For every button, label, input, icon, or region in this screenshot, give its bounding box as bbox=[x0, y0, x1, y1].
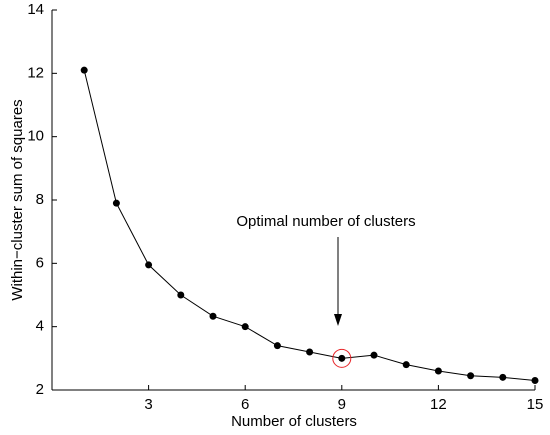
point bbox=[338, 354, 346, 362]
y-tick-label: 2 bbox=[36, 381, 44, 398]
x-tick-label: 6 bbox=[241, 396, 249, 413]
point bbox=[80, 66, 88, 74]
point bbox=[273, 342, 281, 350]
point bbox=[467, 372, 475, 380]
point bbox=[402, 361, 410, 369]
x-tick-label: 15 bbox=[527, 396, 544, 413]
point bbox=[499, 373, 507, 381]
x-tick-label: 9 bbox=[338, 396, 346, 413]
annotation-arrowhead bbox=[334, 314, 342, 326]
highlight-circle bbox=[332, 348, 352, 368]
point bbox=[145, 261, 153, 269]
annotation-text: Optimal number of clusters bbox=[236, 213, 415, 230]
point bbox=[531, 377, 539, 384]
point bbox=[112, 199, 120, 207]
y-tick-label: 4 bbox=[36, 318, 44, 335]
y-tick-label: 10 bbox=[27, 128, 44, 145]
y-tick-label: 14 bbox=[27, 1, 44, 18]
x-tick-label: 3 bbox=[144, 396, 152, 413]
point bbox=[209, 312, 217, 320]
y-axis-label: Within−cluster sum of squares bbox=[9, 99, 26, 300]
x-axis-label: Number of clusters bbox=[231, 413, 357, 430]
point bbox=[434, 367, 442, 375]
point bbox=[306, 348, 314, 356]
point bbox=[241, 323, 249, 331]
y-tick-label: 6 bbox=[36, 254, 44, 271]
point bbox=[370, 351, 378, 359]
y-tick-label: 8 bbox=[36, 191, 44, 208]
y-tick-label: 12 bbox=[27, 64, 44, 81]
point bbox=[177, 291, 185, 299]
x-tick-label: 12 bbox=[430, 396, 447, 413]
